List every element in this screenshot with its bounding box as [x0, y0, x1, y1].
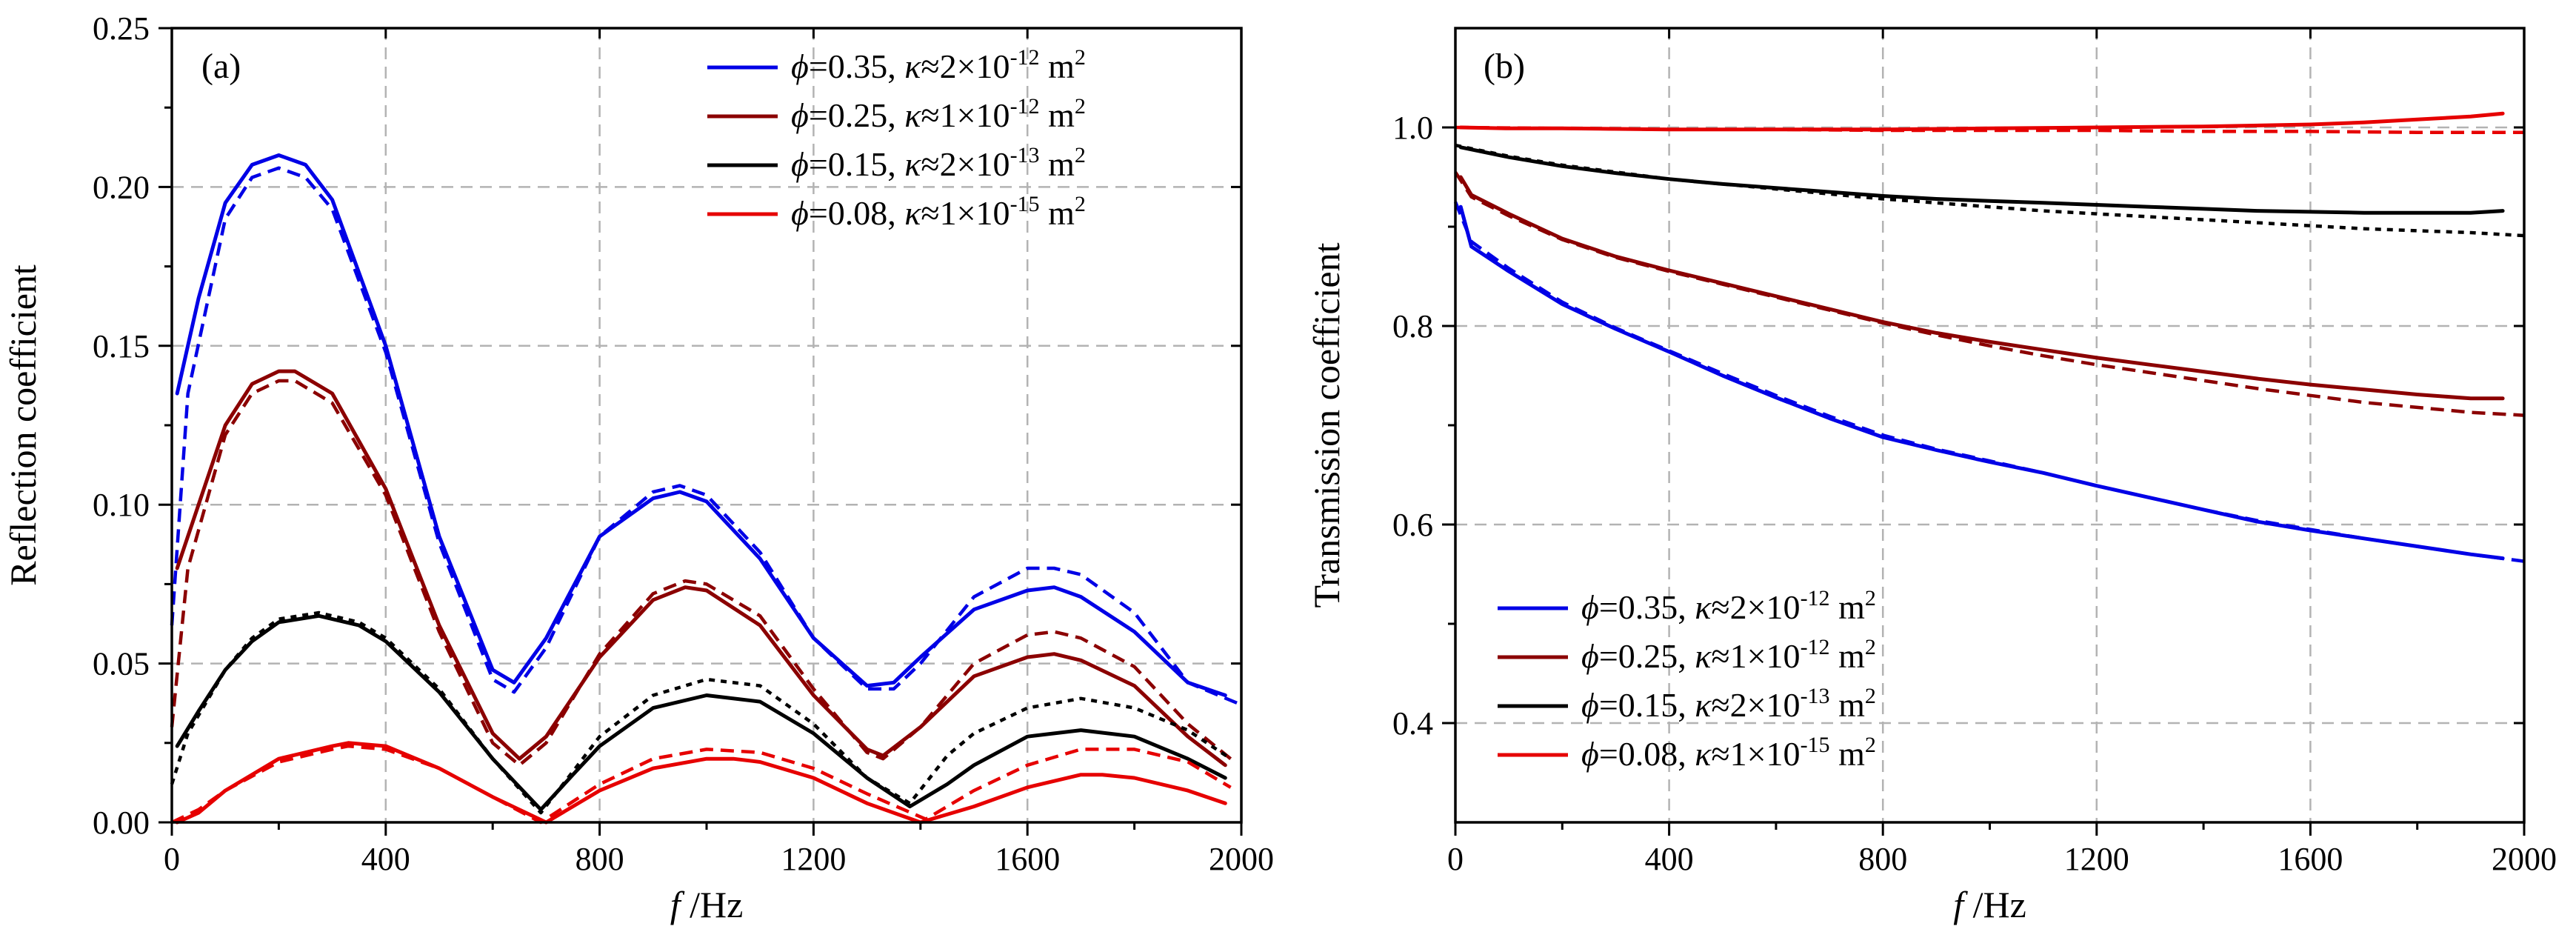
x-tick-label: 800 — [575, 841, 624, 877]
legend-label: ϕ=0.25, κ≈1×10-12 m2 — [791, 94, 1086, 134]
series-line-5 — [170, 610, 1232, 815]
x-axis-label: f /Hz — [1953, 884, 2026, 925]
x-tick-label: 1200 — [781, 841, 846, 877]
y-tick-label: 0.15 — [93, 328, 150, 365]
series-line-7 — [171, 744, 1232, 825]
panel-label: (b) — [1484, 47, 1525, 86]
series-line-4 — [1458, 145, 2505, 215]
series-line-1 — [1453, 201, 2525, 563]
y-tick-label: 0.8 — [1392, 308, 1433, 344]
series-line-2 — [1458, 175, 2505, 401]
legend-label: ϕ=0.15, κ≈2×10-13 m2 — [1581, 684, 1876, 724]
x-tick-label: 2000 — [1209, 841, 1274, 877]
y-tick-label: 0.6 — [1392, 507, 1433, 543]
legend: ϕ=0.35, κ≈2×10-12 m2 ϕ=0.25, κ≈1×10-12 m2… — [707, 45, 1086, 232]
panel-b-transmission: 0 400 800 1200 1600 2000 0.4 0.6 0.8 1.0 f /Hz Tran… — [1306, 27, 2557, 925]
series-line-4 — [175, 613, 1227, 812]
legend-label: ϕ=0.35, κ≈2×10-12 m2 — [1581, 586, 1876, 626]
x-tick-label: 400 — [361, 841, 410, 877]
x-axis-label: f /Hz — [670, 884, 744, 925]
legend-label: ϕ=0.08, κ≈1×10-15 m2 — [791, 192, 1086, 232]
x-tick-label: 2000 — [2492, 841, 2557, 877]
legend-label: ϕ=0.15, κ≈2×10-13 m2 — [791, 143, 1086, 183]
y-tick-label: 0.10 — [93, 487, 150, 523]
series-line-6 — [175, 741, 1227, 825]
series-line-2 — [175, 369, 1227, 768]
y-tick-label: 1.0 — [1392, 110, 1433, 146]
series-line-5 — [1455, 143, 2525, 238]
x-tick-label: 0 — [164, 841, 180, 877]
x-tick-label: 400 — [1645, 841, 1694, 877]
legend-label: ϕ=0.25, κ≈1×10-12 m2 — [1581, 635, 1876, 675]
y-axis-label: Transmission coefficient — [1306, 242, 1347, 608]
y-tick-label: 0.05 — [93, 646, 150, 682]
x-tick-label: 1600 — [995, 841, 1060, 877]
y-tick-label: 0.25 — [93, 10, 150, 47]
legend: ϕ=0.35, κ≈2×10-12 m2 ϕ=0.25, κ≈1×10-12 m2… — [1498, 586, 1876, 773]
y-tick-label: 0.20 — [93, 169, 150, 205]
series-line-3 — [170, 379, 1232, 768]
x-tick-label: 1600 — [2278, 841, 2343, 877]
y-tick-label: 0.4 — [1392, 705, 1433, 742]
panel-label: (a) — [201, 47, 241, 86]
series-line-0 — [1458, 204, 2505, 561]
y-tick-label: 0.00 — [93, 805, 150, 841]
series-line-3 — [1454, 171, 2525, 417]
x-tick-label: 1200 — [2064, 841, 2129, 877]
series-line-7 — [1455, 125, 2524, 134]
legend-label: ϕ=0.35, κ≈2×10-12 m2 — [791, 45, 1086, 85]
series-line-1 — [170, 166, 1242, 707]
y-axis-label: Reflection coefficient — [2, 264, 44, 586]
legend-label: ϕ=0.08, κ≈1×10-15 m2 — [1581, 733, 1876, 773]
series-line-0 — [175, 153, 1227, 697]
panel-a-reflection: 0 400 800 1200 1600 2000 0.00 0.05 0.10 0.15 0.20 0… — [2, 10, 1274, 925]
x-tick-label: 0 — [1447, 841, 1464, 877]
x-tick-label: 800 — [1858, 841, 1907, 877]
